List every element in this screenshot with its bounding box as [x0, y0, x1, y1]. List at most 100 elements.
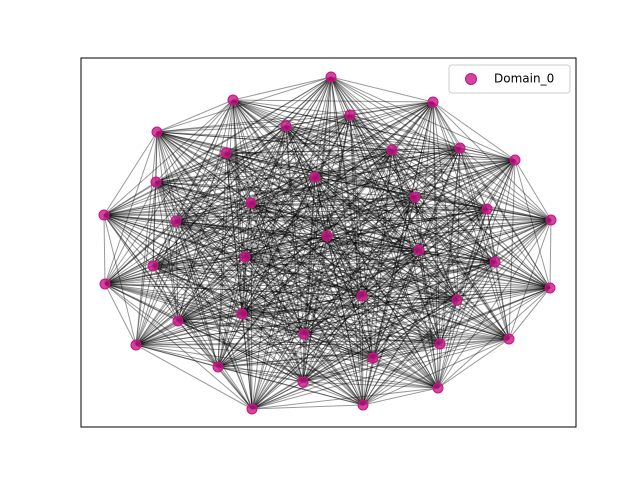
edge — [156, 131, 416, 198]
edge — [432, 101, 458, 301]
edge — [302, 114, 351, 383]
edge — [156, 131, 328, 237]
edge — [432, 101, 461, 149]
edge — [155, 181, 488, 210]
edge — [156, 125, 287, 133]
node — [344, 109, 356, 121]
edge — [232, 99, 363, 297]
edge — [349, 114, 551, 289]
edge — [414, 196, 510, 340]
edge — [217, 235, 328, 368]
edge — [175, 220, 551, 289]
edge — [152, 265, 219, 368]
edge — [152, 125, 287, 267]
edge — [285, 125, 328, 237]
edge — [104, 101, 434, 285]
edge — [303, 333, 374, 359]
edge — [302, 357, 374, 383]
edge — [241, 76, 332, 315]
edge — [155, 181, 179, 322]
edge — [391, 147, 461, 151]
edge — [217, 249, 420, 368]
edge — [285, 125, 551, 289]
edge — [251, 338, 510, 410]
edge — [103, 214, 363, 297]
edge — [437, 338, 510, 389]
edge — [103, 214, 179, 322]
edge — [330, 76, 488, 210]
edge — [250, 202, 304, 383]
edge — [362, 196, 416, 406]
edge — [486, 208, 496, 263]
edge — [303, 76, 332, 335]
legend-box — [448, 64, 571, 94]
edge — [549, 219, 552, 289]
edge — [456, 287, 551, 301]
edge — [251, 387, 439, 410]
edge — [250, 202, 496, 263]
edge — [232, 99, 416, 198]
edge — [437, 219, 552, 389]
edge — [349, 114, 420, 251]
edge — [349, 114, 439, 389]
edge — [156, 131, 364, 406]
edge — [232, 99, 434, 103]
edge — [175, 220, 243, 315]
edge — [135, 202, 252, 346]
edge — [156, 131, 179, 322]
edge — [302, 147, 461, 383]
edge — [225, 152, 439, 389]
edge — [302, 299, 458, 383]
edge — [135, 320, 179, 346]
edge — [418, 249, 458, 301]
edge — [103, 214, 219, 368]
edge — [104, 76, 332, 285]
edge — [103, 147, 461, 216]
edge — [225, 152, 364, 406]
edge — [103, 214, 420, 251]
edge — [152, 265, 243, 315]
edge — [349, 114, 364, 406]
edge — [232, 99, 461, 149]
node — [212, 361, 224, 373]
edge — [156, 131, 227, 154]
edge — [241, 256, 246, 315]
edge — [103, 149, 393, 216]
node — [413, 244, 425, 256]
edge — [177, 125, 287, 322]
edge — [302, 208, 488, 383]
edge — [414, 196, 458, 301]
edge — [104, 176, 316, 285]
edge — [361, 149, 393, 297]
edge — [244, 76, 332, 258]
edge — [326, 149, 393, 237]
edge — [152, 196, 416, 267]
edge — [285, 125, 441, 345]
edge — [175, 220, 219, 368]
edge — [104, 99, 234, 285]
edge — [177, 159, 516, 322]
edge — [285, 125, 510, 340]
edge — [314, 176, 439, 389]
edge — [456, 147, 461, 301]
nodes — [98, 71, 557, 415]
edge — [103, 214, 441, 345]
edge — [104, 283, 179, 322]
edge — [361, 159, 516, 297]
edge — [152, 265, 305, 335]
edge — [414, 159, 516, 198]
edge — [330, 76, 416, 198]
edge — [175, 220, 363, 297]
edge — [241, 176, 316, 315]
node — [246, 403, 258, 415]
edge — [135, 333, 305, 346]
edge — [225, 152, 458, 301]
edge — [326, 235, 510, 340]
edge — [135, 76, 332, 346]
edge — [302, 333, 305, 383]
edge — [432, 101, 551, 289]
edge — [175, 208, 488, 222]
edge — [135, 149, 393, 346]
edge — [361, 295, 510, 340]
